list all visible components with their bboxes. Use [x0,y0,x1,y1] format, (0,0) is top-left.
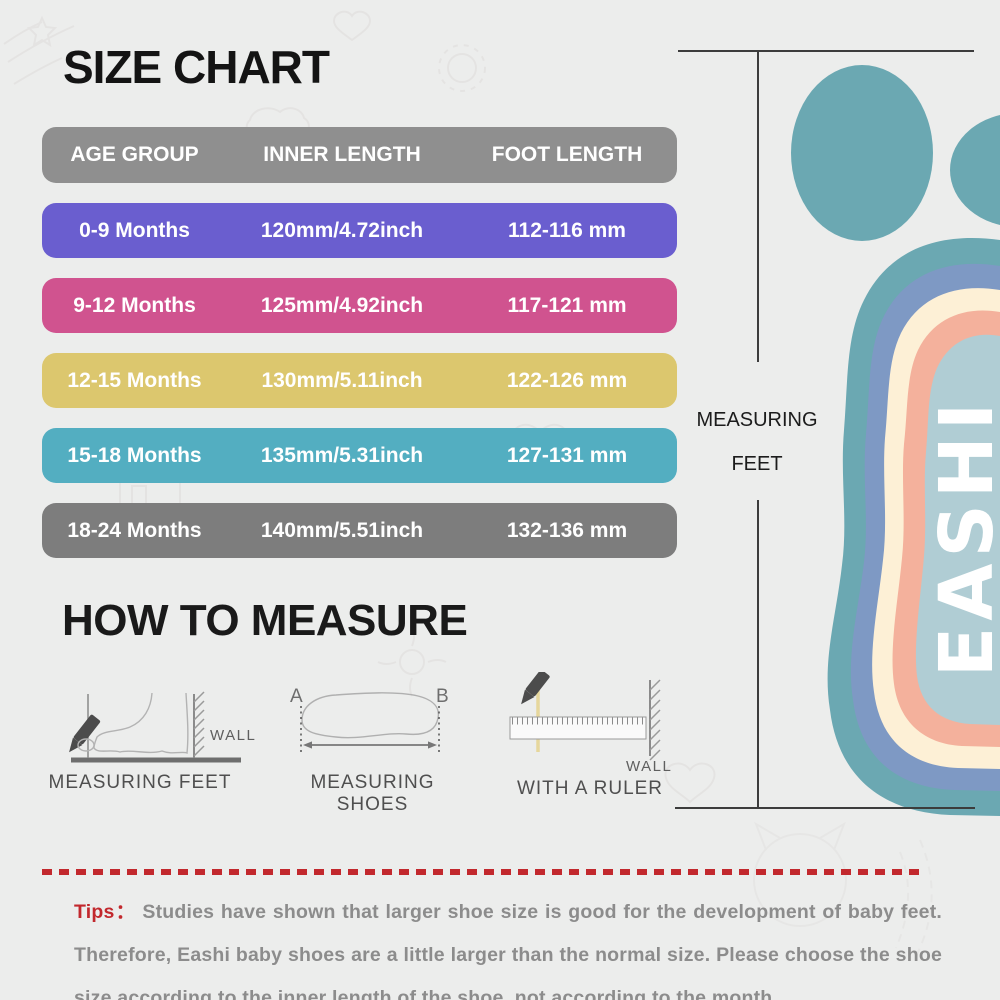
inner-length-cell: 125mm/4.92inch [260,293,424,317]
heart-doodle-icon [664,762,716,804]
shooting-star-doodle-icon [3,21,75,85]
wall-label: WALL [210,727,256,744]
flower-doodle-icon [399,649,425,675]
gear-doodle-icon [447,53,477,83]
baby-foot-illustration: EASHI [791,65,1000,816]
inner-length-cell: 135mm/5.31inch [260,443,424,467]
length-arrow-icon [303,741,437,749]
ruler-icon [509,716,647,740]
age-cell: 0-9 Months [79,218,190,242]
age-cell: 15-18 Months [67,443,202,467]
measuring-feet-label-line2: FEET [731,453,783,475]
caption-measuring-shoes: MEASURING SHOES [310,772,435,815]
wall-hatch-icon [193,691,205,757]
header-cell-foot-length: FOOT LENGTH [491,143,643,166]
gear-doodle-icon [438,44,486,92]
table-row: 9-12 Months 125mm/4.92inch 117-121 mm [42,278,677,333]
table-header-row: AGE GROUP INNER LENGTH FOOT LENGTH [42,127,677,183]
foot-length-cell: 122-126 mm [506,368,628,392]
header-cell-inner-length: INNER LENGTH [263,143,421,166]
tips-divider [42,869,920,875]
foot-length-cell: 132-136 mm [506,518,628,542]
foot-length-cell: 127-131 mm [506,443,628,467]
age-cell: 9-12 Months [73,293,196,317]
inner-length-cell: 120mm/4.72inch [260,218,424,242]
table-row: 15-18 Months 135mm/5.31inch 127-131 mm [42,428,677,483]
table-row: 18-24 Months 140mm/5.51inch 132-136 mm [42,503,677,558]
dimension-line-vertical-lower [757,500,759,808]
sole-layer-center [915,334,1000,725]
illustration-with-ruler: WALL [509,672,672,774]
page-title: SIZE CHART [63,41,330,93]
illustration-measuring-feet: WALL [69,691,256,763]
heart-doodle-icon [332,10,372,42]
header-cell-age-group: AGE GROUP [70,143,199,166]
illustration-measuring-shoes: A B [290,686,449,754]
size-table: AGE GROUP INNER LENGTH FOOT LENGTH 0-9 M… [42,127,677,558]
inner-length-cell: 140mm/5.51inch [260,518,424,542]
point-b-label: B [436,686,449,707]
tips-text: Studies have shown that larger shoe size… [74,901,943,1000]
wall-hatch-icon [649,679,661,761]
big-toe-shape [791,65,933,241]
flower-doodle-icon [377,627,447,697]
pencil-icon [521,672,550,705]
foot-length-cell: 117-121 mm [507,293,627,317]
age-cell: 18-24 Months [67,518,202,542]
measuring-feet-label-line1: MEASURING [696,409,818,431]
second-toe-shape [950,115,1000,225]
foot-outline-icon [77,692,189,754]
inner-length-cell: 130mm/5.11inch [261,368,423,392]
tips-paragraph: Tips： Studies have shown that larger shoe… [74,891,942,1000]
table-row: 12-15 Months 130mm/5.11inch 122-126 mm [42,353,677,408]
dimension-line-top [678,50,974,52]
wall-label: WALL [626,758,672,774]
pencil-icon [69,714,101,753]
cat-doodle-icon [753,821,933,961]
brand-logo-text: EASHI [924,397,1000,678]
caption-measuring-feet: MEASURING FEET [48,772,232,793]
dimension-line-vertical-upper [757,50,759,362]
dimension-line-bottom [675,807,975,809]
point-a-label: A [290,686,303,707]
measuring-feet-label: MEASURING FEET [688,398,826,486]
section-title-how-to-measure: HOW TO MEASURE [62,596,468,645]
age-cell: 12-15 Months [67,368,202,392]
tips-label: Tips： [74,901,137,923]
caption-with-a-ruler: WITH A RULER [516,778,664,799]
foot-length-cell: 112-116 mm [508,218,626,242]
shoe-sole-outline-icon [301,692,440,739]
table-row: 0-9 Months 120mm/4.72inch 112-116 mm [42,203,677,258]
